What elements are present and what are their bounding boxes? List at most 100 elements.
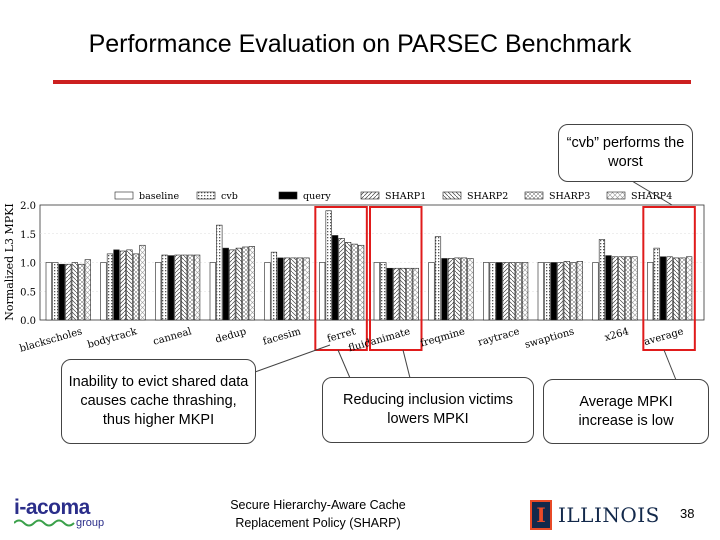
page-number: 38 [680,506,695,521]
legend-swatch [360,191,380,200]
legend-swatch [606,191,626,200]
bar [380,262,387,321]
y-tick-label: 1.5 [20,230,36,241]
bar [412,267,419,321]
bar [209,262,216,321]
bar [496,262,503,321]
bar [45,262,52,321]
i-acoma-logo-sub: group [76,517,105,529]
highlight-box [642,206,696,351]
bar [673,257,680,321]
bar [139,244,146,321]
ferret-pointer [337,349,351,379]
x-tick-label: raytrace [477,326,521,348]
bar [332,235,339,321]
x-tick-label: average [643,326,685,348]
bar [598,239,606,321]
inclusion-callout: Reducing inclusion victims lowers MPKI [322,377,534,443]
bar [52,262,59,321]
bar [618,256,625,321]
bar [338,238,345,321]
bar [686,256,693,321]
x-tick-label: x264 [603,326,630,343]
bar [303,257,310,321]
bar [679,257,686,321]
bar [428,262,435,321]
bar [509,262,516,321]
bar [522,262,529,321]
x-tick-label: dedup [214,326,247,345]
x-tick-label: bodytrack [86,326,139,351]
y-axis-label: Normalized L3 MPKI [3,203,16,320]
bar [406,267,413,321]
x-tick-label: blackscholes [18,326,83,354]
i-acoma-logo: i-acoma group [14,496,124,532]
average-callout: Average MPKI increase is low [543,379,709,444]
illinois-wordmark: ILLINOIS [558,503,660,527]
legend-swatch [442,191,462,200]
thrashing-callout-pointer [254,344,331,373]
bar [187,254,194,321]
x-tick-label: facesim [262,326,303,347]
bar [229,249,236,321]
bar [373,262,380,321]
x-tick-label: freqmine [419,326,466,349]
bar [216,224,223,321]
footer-title: Secure Hierarchy-Aware Cache Replacement… [230,498,406,530]
bar [647,262,654,321]
bar [242,246,249,321]
bar [447,258,455,321]
bar [537,262,544,321]
highlight-box [369,206,423,351]
legend-label: baseline [139,191,179,202]
bar [483,262,490,321]
bar [78,263,85,321]
bar [290,257,297,321]
bar [489,262,496,321]
bar [386,267,393,321]
cvb-worst-callout: “cvb” performs the worst [558,124,693,182]
bar [460,257,468,321]
bar [264,262,271,321]
bar [666,256,673,321]
average-pointer [663,349,677,381]
bar [502,262,509,321]
illinois-logo: I ILLINOIS [530,498,660,532]
bar [570,262,577,321]
i-acoma-logo-text: i-acoma [14,496,90,519]
x-tick-label: canneal [152,326,193,347]
legend-label: SHARP1 [385,191,426,202]
legend-label: SHARP2 [467,191,508,202]
bar [100,262,107,321]
bar [515,262,522,321]
bar [194,254,201,321]
bar [631,256,638,321]
bar [235,247,242,321]
bar [563,261,570,321]
bar [467,258,474,321]
y-tick-label: 0.5 [20,287,36,298]
bar [544,262,551,321]
legend-label: cvb [221,191,238,202]
x-tick-label: swaptions [524,326,576,351]
bar [345,242,352,321]
bar [270,251,278,321]
legend-swatch [524,191,544,200]
legend-label: SHARP3 [549,191,590,202]
bar [592,262,599,321]
thrashing-callout: Inability to evict shared data causes ca… [61,359,256,444]
legend-swatch [196,191,216,200]
bar [319,262,326,321]
bar [434,236,442,321]
bar [611,256,619,321]
legend-swatch [114,191,134,200]
bar [399,267,406,321]
fluidanimate-pointer [402,349,411,379]
bar [557,262,564,321]
bar [277,257,284,321]
bar [119,250,127,321]
bar [624,256,632,321]
legend-label: query [303,191,331,202]
bar [71,262,78,321]
